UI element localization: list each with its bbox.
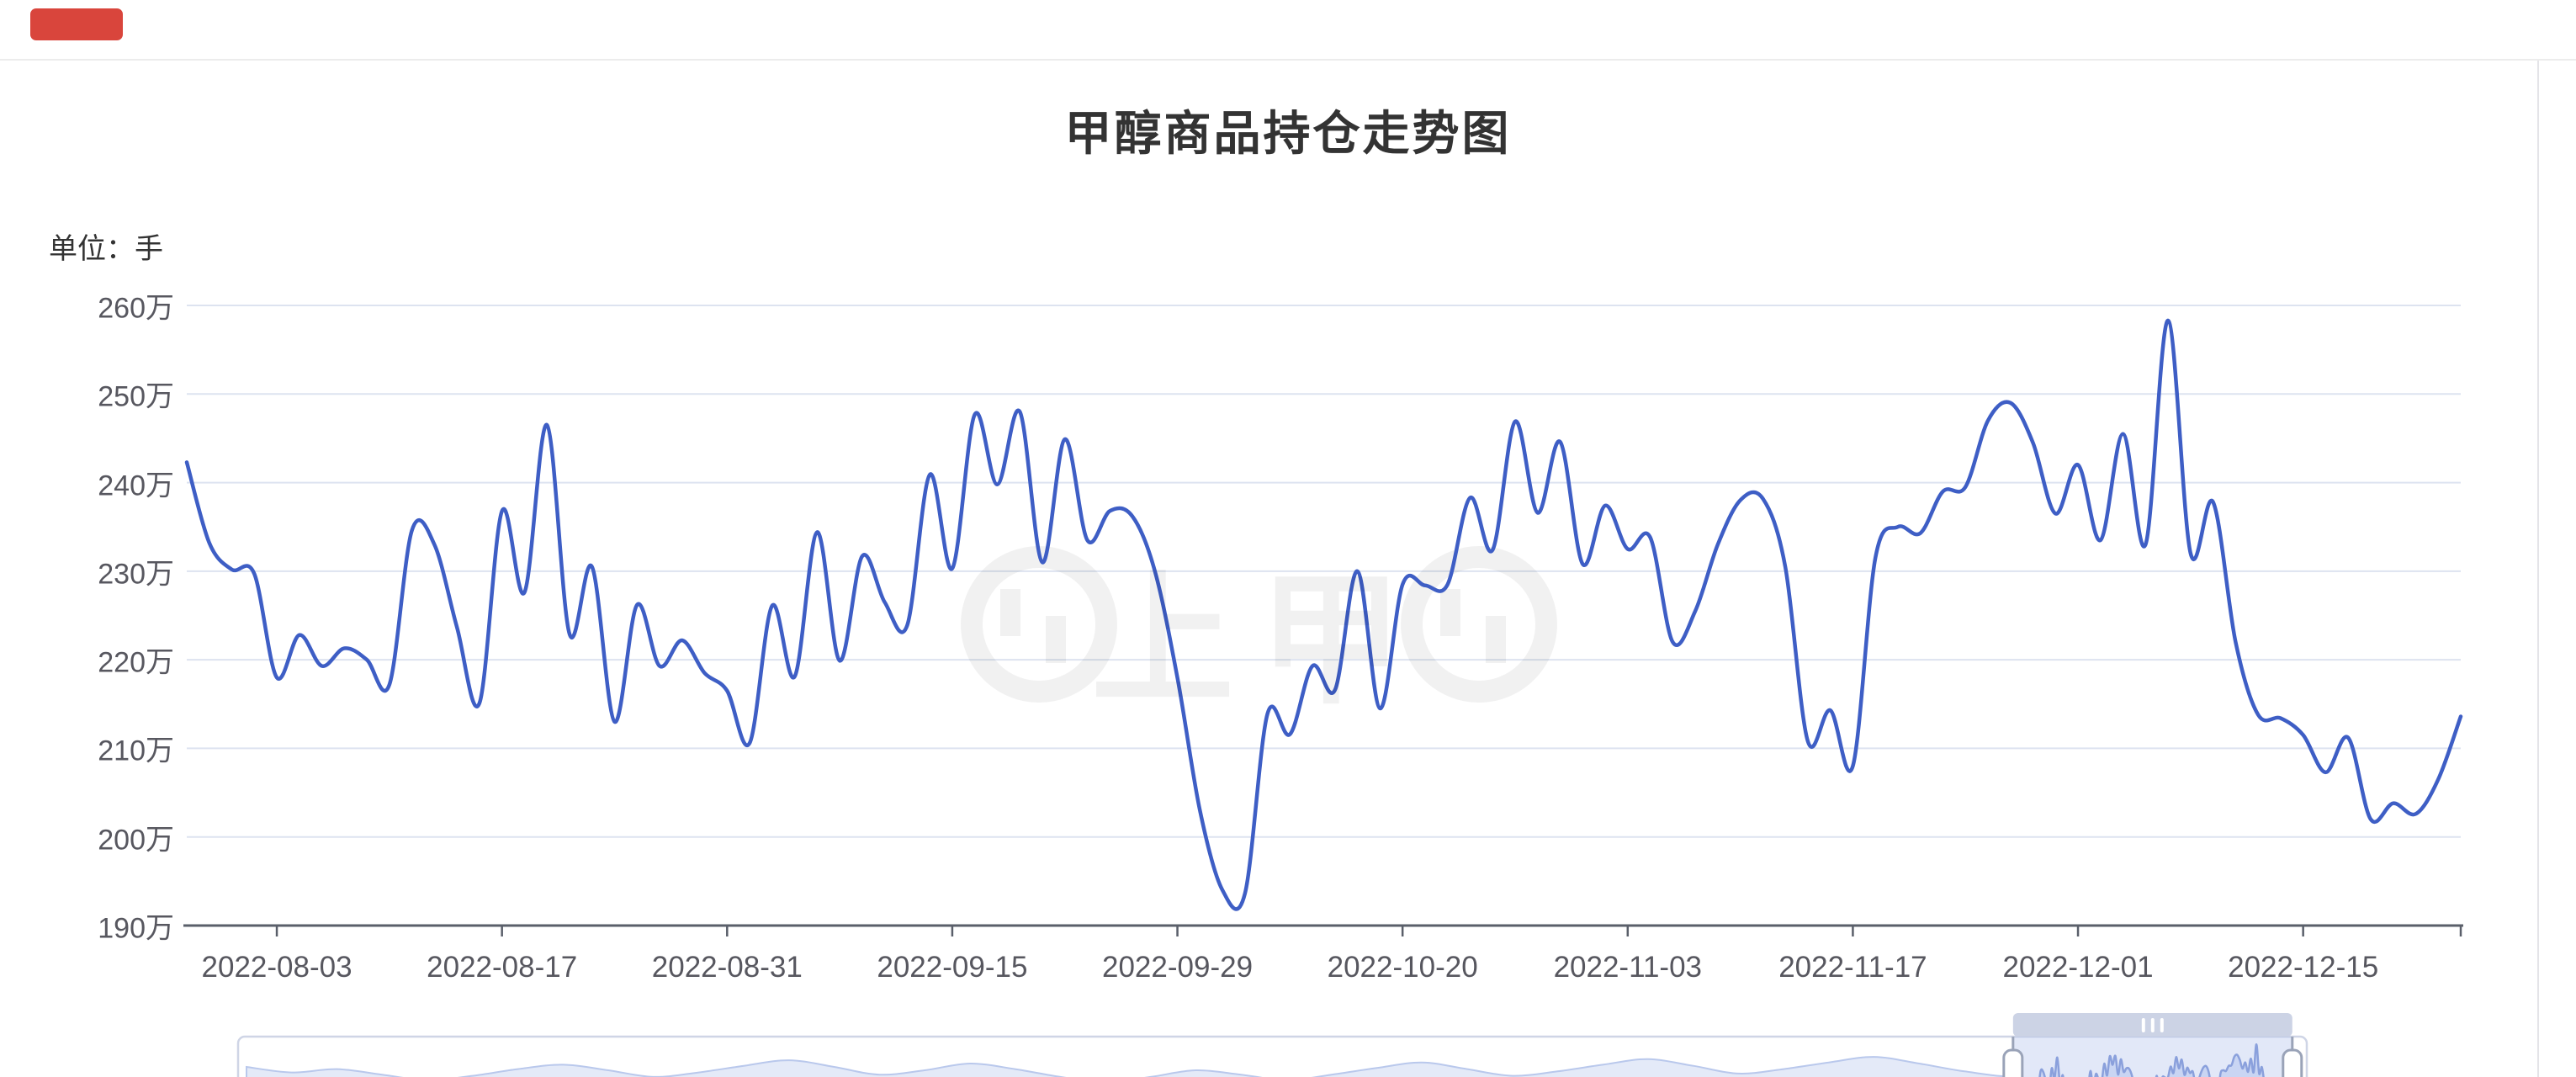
x-axis-label: 2022-12-01: [2002, 951, 2154, 984]
data-zoom-left-handle[interactable]: [2002, 1048, 2024, 1077]
y-axis-label: 250万: [98, 380, 174, 413]
brand-logo-icon: [1000, 589, 1020, 636]
y-axis-label: 240万: [98, 470, 174, 502]
y-axis-label: 200万: [98, 824, 174, 857]
x-axis-label: 2022-11-03: [1553, 951, 1702, 984]
brand-logo-icon: [1486, 616, 1506, 663]
chart-title: 甲醇商品持仓走势图: [1064, 107, 1512, 160]
data-zoom-selected-silhouette: [2012, 1043, 2265, 1077]
x-axis-label: 2022-09-29: [1102, 951, 1254, 984]
y-axis-label: 230万: [98, 558, 174, 591]
x-axis-label: 2022-08-03: [201, 951, 352, 984]
brand-logo-icon: [1401, 546, 1557, 703]
red-status-badge[interactable]: [30, 8, 123, 40]
brand-logo-icon: [990, 613, 1051, 635]
x-axis-label: 2022-08-31: [651, 951, 803, 984]
y-axis-label: 190万: [98, 912, 174, 945]
move-bar-grip-icon: [2150, 1018, 2155, 1032]
x-axis-label: 2022-11-17: [1778, 951, 1927, 984]
x-axis-label: 2022-09-15: [877, 951, 1028, 984]
top-strip: [0, 0, 2576, 59]
brand-logo-icon: [1046, 616, 1066, 663]
top-divider: [0, 59, 2576, 61]
y-axis-unit-label: 单位：手: [49, 233, 163, 265]
brand-logo-icon: [1430, 613, 1491, 635]
y-axis-label: 210万: [98, 735, 174, 767]
right-divider: [2537, 61, 2539, 1077]
move-bar-grip-icon: [2141, 1018, 2145, 1032]
x-axis-label: 2022-10-20: [1327, 951, 1478, 984]
move-bar-grip-icon: [2160, 1018, 2164, 1032]
x-axis-label: 2022-12-15: [2228, 951, 2379, 984]
watermark-text: 上甲: [1090, 561, 1428, 721]
y-axis-label: 260万: [98, 292, 174, 325]
brand-logo-icon: [1440, 589, 1460, 636]
y-axis-label: 220万: [98, 646, 174, 679]
x-axis-label: 2022-08-17: [427, 951, 578, 984]
series-line: [184, 318, 2463, 911]
data-zoom-right-handle[interactable]: [2282, 1048, 2303, 1077]
